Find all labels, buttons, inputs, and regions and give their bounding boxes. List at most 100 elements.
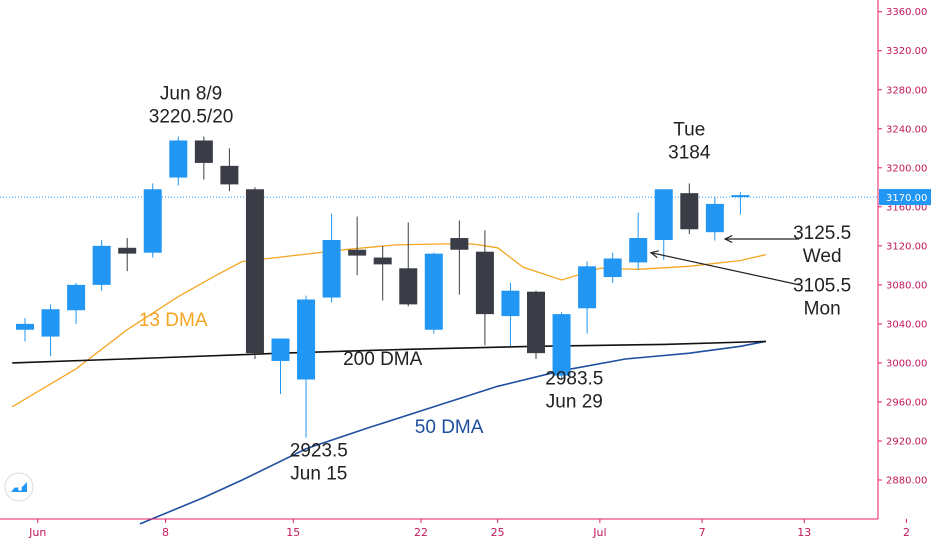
candle (501, 282, 520, 347)
x-tick-label: Jun (28, 526, 46, 539)
annotation-label: 50 DMA (415, 417, 484, 438)
candle-body (424, 253, 443, 330)
candle (603, 252, 622, 283)
candle-body (501, 290, 520, 317)
y-tick-label: 3240.00 (886, 124, 927, 135)
y-tick-label: 2880.00 (886, 475, 927, 486)
candle-body (41, 309, 60, 337)
candle-body (16, 323, 34, 330)
moving-average-layer (11, 243, 767, 525)
annotation-line: Mon (804, 299, 841, 320)
candle-body (271, 338, 290, 361)
x-tick-label: 15 (286, 526, 300, 539)
candle (348, 216, 367, 276)
annotation-line: 3105.5 (793, 276, 851, 297)
candle (322, 213, 341, 303)
candle-body (629, 238, 648, 263)
candle-body (731, 195, 750, 198)
candle-body (527, 291, 545, 354)
candle (373, 245, 392, 301)
candle (67, 282, 86, 324)
annotation-label: 200 DMA (343, 349, 423, 370)
candle-body (450, 238, 469, 250)
x-tick-label: Jul (592, 526, 606, 539)
candle (424, 252, 443, 334)
candle (450, 220, 469, 295)
candle-body (680, 193, 699, 230)
annotation-label: Jun 8/9 3220.5/20 (149, 84, 234, 128)
annotation-line: Jun 29 (546, 391, 603, 412)
x-tick-label: 13 (797, 526, 811, 539)
tradingview-logo-icon[interactable] (4, 472, 34, 502)
candle-body (603, 258, 622, 278)
candle-body (578, 266, 597, 309)
annotation-label: Tue 3184 (668, 120, 711, 164)
candle (271, 338, 290, 395)
candle (16, 318, 34, 342)
annotation-label: 2923.5 Jun 15 (290, 441, 348, 485)
candle (552, 312, 571, 380)
current-price-label: 3170.00 (886, 193, 927, 204)
annotation-line: 3184 (668, 143, 711, 164)
candle-body (654, 189, 673, 240)
y-tick-label: 3000.00 (886, 358, 927, 369)
annotation-label: 3125.5 Wed (793, 223, 851, 267)
y-tick-label: 3120.00 (886, 241, 927, 252)
candle (220, 148, 239, 192)
candle (629, 212, 648, 270)
candle-body (475, 251, 494, 315)
x-tick-label: 25 (491, 526, 505, 539)
arrows-layer (649, 234, 800, 286)
candle-body (399, 268, 418, 305)
candle (399, 222, 418, 307)
y-tick-label: 3320.00 (886, 46, 927, 57)
x-tick-label: 22 (414, 526, 428, 539)
y-tick-label: 3080.00 (886, 280, 927, 291)
candle (143, 183, 162, 258)
y-tick-label: 2920.00 (886, 436, 927, 447)
candle-body (67, 284, 86, 311)
candle-body (194, 140, 213, 163)
annotation-line: 50 DMA (415, 417, 484, 438)
candle-body (220, 165, 239, 185)
candle (92, 239, 111, 291)
ma-line-200-dma (12, 340, 767, 364)
annotation-line: Jun 15 (290, 464, 347, 485)
candle-body (143, 189, 162, 253)
candle (245, 187, 264, 360)
candle (705, 197, 724, 241)
candle (680, 183, 699, 235)
candle (169, 136, 188, 186)
annotation-label: 3105.5 Mon (793, 276, 851, 320)
x-tick-label: 2 (903, 526, 910, 539)
annotation-arrow (649, 250, 800, 286)
y-tick-label: 2960.00 (886, 397, 927, 408)
candle-body (297, 299, 316, 380)
candle (475, 230, 494, 346)
annotation-line: Wed (803, 246, 842, 267)
x-tick-label: 8 (162, 526, 169, 539)
candle-body (245, 189, 264, 354)
annotation-line: Tue (673, 120, 705, 141)
candles-layer (16, 136, 750, 438)
candle (41, 304, 60, 357)
candle-body (169, 140, 188, 178)
annotation-line: 3220.5/20 (149, 107, 234, 128)
candle (654, 189, 673, 260)
candle-body (373, 257, 392, 265)
candle (578, 261, 597, 334)
candle (118, 238, 137, 272)
annotation-line: 3125.5 (793, 223, 851, 244)
current-price-tag: 3170.00 (879, 189, 931, 206)
candle-body (705, 203, 724, 233)
candle (194, 136, 213, 180)
annotation-line: 2923.5 (290, 441, 348, 462)
y-tick-label: 3040.00 (886, 319, 927, 330)
candle-body (92, 245, 111, 285)
y-tick-label: 3160.00 (886, 202, 927, 213)
annotation-line: 200 DMA (343, 349, 423, 370)
axes-layer: 2880.00 2920.00 2960.00 3000.00 3040.00 3080.… (0, 0, 931, 539)
y-tick-label: 3280.00 (886, 85, 927, 96)
